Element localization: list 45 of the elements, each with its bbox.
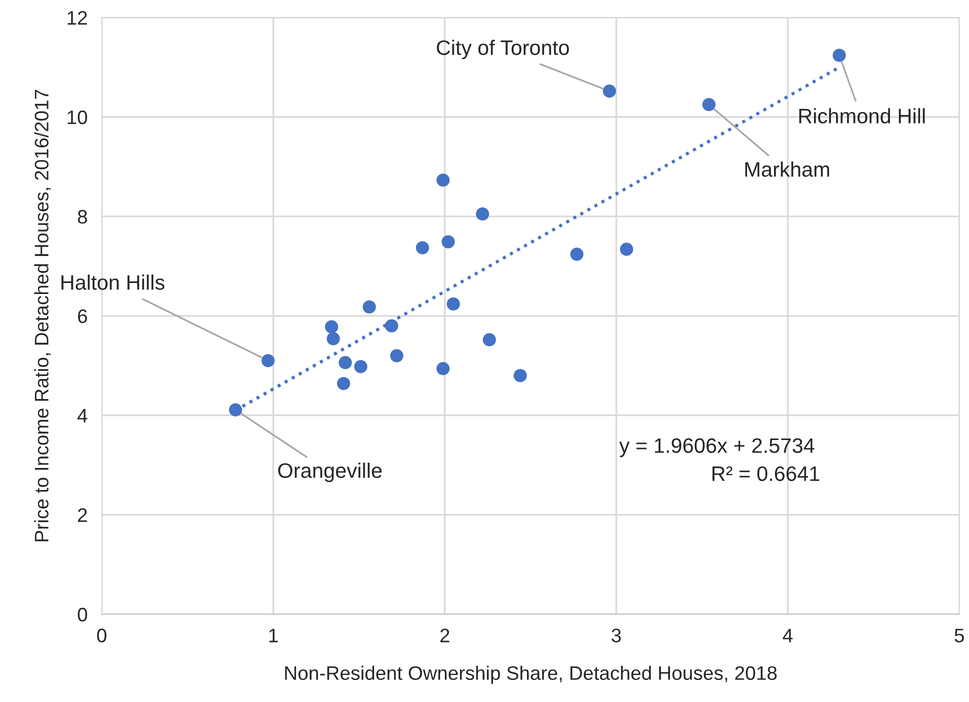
point [436, 174, 450, 187]
point [228, 403, 242, 416]
y-tick-label: 4 [77, 409, 88, 422]
point [326, 332, 340, 346]
annotation: Halton Hills [61, 274, 164, 290]
x-tick-label: 4 [782, 628, 793, 642]
annotation: y = 1.9606x + 2.5734 [619, 438, 814, 458]
annotation: R² = 0.6641 [712, 466, 820, 482]
point [482, 333, 496, 346]
annotation: Orangeville [278, 462, 382, 482]
point [362, 300, 376, 314]
x-tick-label: 3 [612, 628, 621, 642]
point [602, 84, 616, 98]
annotation: Richmond Hill [799, 108, 925, 124]
x-tick-label: 2 [440, 628, 450, 642]
y-tick-label: 8 [78, 210, 88, 224]
x-tick-label: 5 [954, 628, 964, 642]
point [832, 48, 846, 62]
point [702, 98, 716, 112]
point [416, 241, 430, 254]
point [324, 320, 338, 334]
point [620, 242, 634, 256]
point [336, 376, 350, 390]
x-axis-title: Non-Resident Ownership Share, Detached Houses, 2018 [285, 666, 777, 684]
annotation: City of Toronto [436, 40, 569, 60]
point [262, 354, 275, 368]
y-tick-label: 10 [68, 110, 88, 124]
y-tick-label: 2 [78, 508, 87, 522]
point [385, 319, 398, 332]
point [514, 368, 527, 382]
point [338, 356, 352, 370]
y-tick-label: 12 [68, 11, 87, 25]
annotation: Markham [745, 162, 830, 177]
y-tick-label: 6 [78, 309, 87, 324]
point [354, 360, 368, 374]
point [442, 235, 455, 248]
y-axis-title: Price to Income Ratio, Detached Houses, 2016/2017 [34, 90, 51, 542]
point [390, 349, 404, 362]
x-tick-label: 0 [97, 628, 106, 642]
point [436, 362, 450, 376]
point [570, 248, 584, 261]
point [446, 297, 460, 311]
y-tick-label: 0 [78, 608, 88, 622]
point [476, 207, 490, 221]
x-tick-label: 1 [269, 628, 278, 642]
